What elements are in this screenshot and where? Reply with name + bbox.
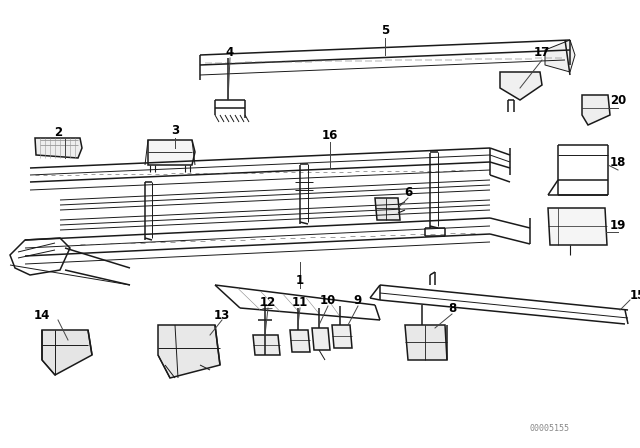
Polygon shape [545, 40, 575, 72]
Text: 12: 12 [260, 296, 276, 309]
Text: 20: 20 [610, 94, 626, 107]
Text: 10: 10 [320, 293, 336, 306]
Polygon shape [375, 198, 400, 220]
Polygon shape [42, 330, 92, 375]
Polygon shape [35, 138, 82, 158]
Text: 15: 15 [630, 289, 640, 302]
Text: 9: 9 [354, 293, 362, 306]
Text: 00005155: 00005155 [530, 424, 570, 433]
Text: 6: 6 [404, 185, 412, 198]
Polygon shape [405, 325, 447, 360]
Text: 2: 2 [54, 125, 62, 138]
Polygon shape [500, 72, 542, 100]
Text: 5: 5 [381, 23, 389, 36]
Polygon shape [548, 208, 607, 245]
Text: 16: 16 [322, 129, 338, 142]
Text: 11: 11 [292, 296, 308, 309]
Text: 4: 4 [226, 46, 234, 59]
Polygon shape [148, 140, 195, 165]
Text: 3: 3 [171, 124, 179, 137]
Text: 8: 8 [448, 302, 456, 314]
Polygon shape [158, 325, 220, 378]
Text: 19: 19 [610, 219, 626, 232]
Text: 13: 13 [214, 309, 230, 322]
Text: 18: 18 [610, 155, 626, 168]
Polygon shape [582, 95, 610, 125]
Polygon shape [312, 328, 330, 350]
Polygon shape [290, 330, 310, 352]
Text: 14: 14 [34, 309, 50, 322]
Text: 1: 1 [296, 273, 304, 287]
Text: 17: 17 [534, 46, 550, 59]
Polygon shape [253, 335, 280, 355]
Polygon shape [332, 325, 352, 348]
